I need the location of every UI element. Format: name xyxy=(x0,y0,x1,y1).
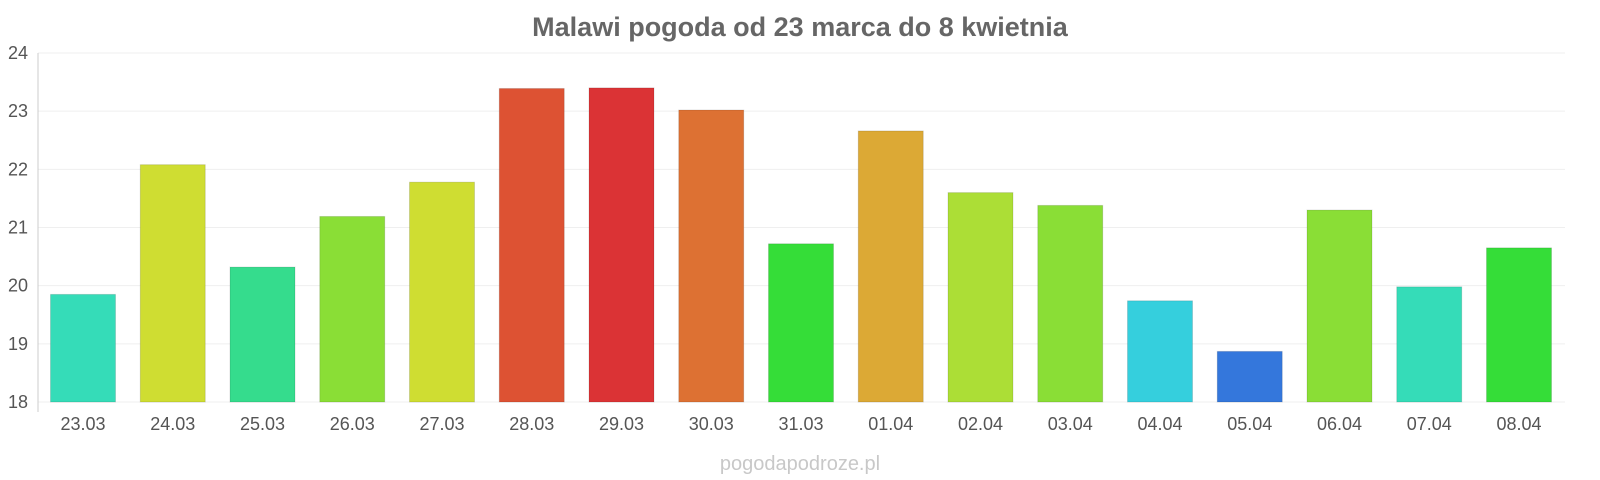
bar xyxy=(319,215,386,403)
y-tick-label: 24 xyxy=(8,43,28,63)
y-tick-label: 23 xyxy=(8,101,28,121)
y-tick-label: 18 xyxy=(8,392,28,412)
x-tick-label: 05.04 xyxy=(1227,414,1272,434)
bar xyxy=(678,109,745,403)
x-tick-label: 07.04 xyxy=(1407,414,1452,434)
y-tick-label: 22 xyxy=(8,159,28,179)
bar xyxy=(1127,300,1193,403)
watermark: pogodapodroze.pl xyxy=(720,453,880,475)
bar xyxy=(857,130,924,403)
bar xyxy=(139,164,206,403)
bar xyxy=(1486,247,1552,403)
x-tick-label: 30.03 xyxy=(689,414,734,434)
x-tick-label: 04.04 xyxy=(1137,414,1182,434)
y-axis-ticks: 18 19 20 21 22 23 24 xyxy=(8,43,28,412)
x-tick-label: 01.04 xyxy=(868,414,913,434)
y-tick-label: 19 xyxy=(8,334,28,354)
bar xyxy=(498,87,565,403)
x-tick-label: 08.04 xyxy=(1496,414,1541,434)
x-tick-label: 26.03 xyxy=(330,414,375,434)
x-axis-ticks: 23.03 24.03 25.03 26.03 27.03 28.03 29.03 30.03… xyxy=(60,414,1541,434)
x-tick-label: 28.03 xyxy=(509,414,554,434)
chart-title: Malawi pogoda od 23 marca do 8 kwietnia xyxy=(532,12,1069,42)
bar xyxy=(1216,350,1283,403)
bar xyxy=(768,243,834,403)
bar xyxy=(947,192,1014,403)
bar xyxy=(588,87,655,403)
x-tick-label: 02.04 xyxy=(958,414,1003,434)
x-tick-label: 03.04 xyxy=(1048,414,1093,434)
y-tick-label: 21 xyxy=(8,218,28,238)
bar xyxy=(50,293,116,403)
bar xyxy=(409,181,475,403)
bar xyxy=(1037,204,1104,403)
x-tick-label: 31.03 xyxy=(778,414,823,434)
bar xyxy=(1306,209,1373,403)
bar xyxy=(229,266,296,403)
x-tick-label: 24.03 xyxy=(150,414,195,434)
y-tick-label: 20 xyxy=(8,276,28,296)
bar xyxy=(1396,286,1463,403)
x-tick-label: 23.03 xyxy=(60,414,105,434)
x-tick-label: 06.04 xyxy=(1317,414,1362,434)
x-tick-label: 29.03 xyxy=(599,414,644,434)
x-tick-label: 25.03 xyxy=(240,414,285,434)
bars xyxy=(50,87,1552,403)
x-tick-label: 27.03 xyxy=(419,414,464,434)
